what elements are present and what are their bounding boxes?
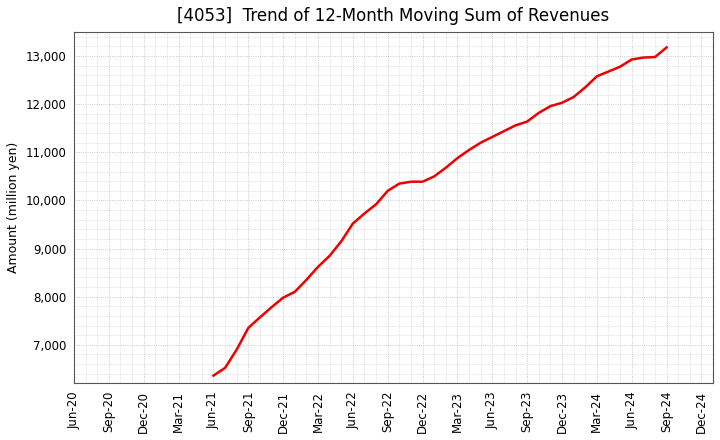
Title: [4053]  Trend of 12-Month Moving Sum of Revenues: [4053] Trend of 12-Month Moving Sum of R… bbox=[177, 7, 610, 25]
Y-axis label: Amount (million yen): Amount (million yen) bbox=[7, 142, 20, 273]
